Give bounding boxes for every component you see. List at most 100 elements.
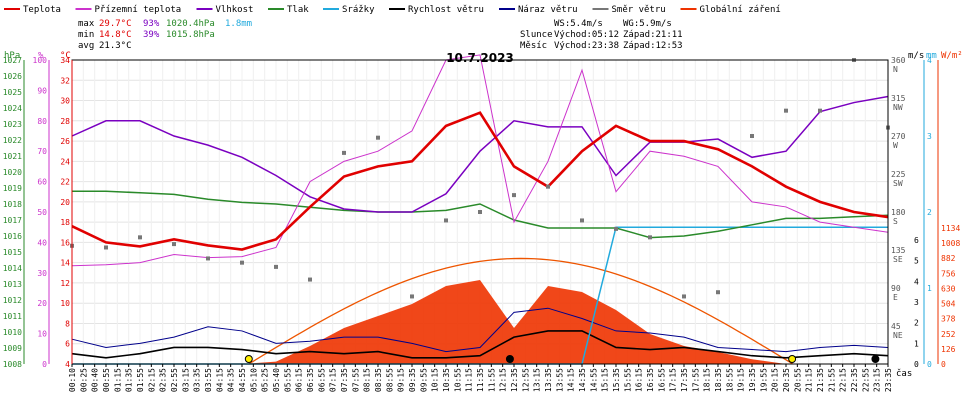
time-tick: 19:35 xyxy=(748,368,757,392)
rain-unit: mm xyxy=(926,51,937,61)
time-tick: 13:55 xyxy=(555,368,564,392)
time-tick: 20:15 xyxy=(771,368,780,392)
wind-tick: 0 xyxy=(914,360,919,369)
rain-tick: 2 xyxy=(927,208,932,217)
humidity-tick: 20 xyxy=(37,299,47,308)
time-tick: 18:55 xyxy=(725,368,734,392)
time-tick: 12:35 xyxy=(510,368,519,392)
humidity-tick: 60 xyxy=(37,178,47,187)
time-tick: 15:35 xyxy=(612,368,621,392)
temperature-tick: 24 xyxy=(60,157,70,166)
humidity-tick: 0 xyxy=(42,360,47,369)
direction-tick: 180 xyxy=(891,208,906,217)
time-tick: 02:35 xyxy=(159,368,168,392)
temperature-tick: 18 xyxy=(60,218,70,227)
wind-tick: 4 xyxy=(914,277,919,286)
pressure-tick: 1027 xyxy=(3,56,22,65)
wind-direction-point xyxy=(104,245,108,250)
direction-tick: 270 xyxy=(891,132,906,141)
direction-label: SE xyxy=(893,255,903,264)
humidity-tick: 10 xyxy=(37,330,47,339)
temperature-tick: 6 xyxy=(65,340,70,349)
temperature-tick: 28 xyxy=(60,117,70,126)
time-tick: 09:35 xyxy=(408,368,417,392)
time-tick: 00:40 xyxy=(91,368,100,392)
stats-min-label: min xyxy=(78,30,94,40)
time-tick: 13:35 xyxy=(544,368,553,392)
wind-direction-point xyxy=(410,294,414,299)
radiation-tick: 1008 xyxy=(941,239,960,248)
time-tick: 17:55 xyxy=(691,368,700,392)
time-tick: 05:55 xyxy=(283,368,292,392)
pressure-tick: 1026 xyxy=(3,72,22,81)
time-tick: 02:15 xyxy=(147,368,156,392)
time-tick: 22:15 xyxy=(839,368,848,392)
series-clear-sky xyxy=(248,257,794,365)
sunset-marker xyxy=(788,355,797,363)
rain-tick: 3 xyxy=(927,132,932,141)
moonrise-marker xyxy=(871,355,880,363)
time-tick: 07:55 xyxy=(351,368,360,392)
time-tick: 05:10 xyxy=(249,368,258,392)
time-tick: 12:55 xyxy=(521,368,530,392)
humidity-tick: 40 xyxy=(37,238,47,247)
stats-max-temp: 29.7°C xyxy=(99,19,132,29)
time-tick: 21:55 xyxy=(827,368,836,392)
time-tick: 21:15 xyxy=(805,368,814,392)
pressure-tick: 1022 xyxy=(3,136,22,145)
time-tick: 01:55 xyxy=(136,368,145,392)
pressure-tick: 1025 xyxy=(3,88,22,97)
time-tick: 11:35 xyxy=(476,368,485,392)
pressure-tick: 1020 xyxy=(3,168,22,177)
stats-max-press: 1020.4hPa xyxy=(166,19,215,29)
wind-direction-point xyxy=(682,294,686,299)
pressure-tick: 1014 xyxy=(3,264,22,273)
series-radiation xyxy=(72,280,888,364)
pressure-tick: 1008 xyxy=(3,360,22,369)
time-tick: 14:35 xyxy=(578,368,587,392)
time-tick: 12:15 xyxy=(499,368,508,392)
pressure-tick: 1018 xyxy=(3,200,22,209)
rain-tick: 1 xyxy=(927,284,932,293)
direction-label: SW xyxy=(893,179,903,188)
wind-direction-point xyxy=(648,235,652,240)
pressure-tick: 1024 xyxy=(3,104,22,113)
info-sun-label: Slunce xyxy=(520,30,553,40)
info-sun-rise: Východ:05:12 xyxy=(554,30,619,40)
wind-direction-point xyxy=(342,150,346,155)
humidity-tick: 70 xyxy=(37,147,47,156)
time-tick: 20:35 xyxy=(782,368,791,392)
wind-tick: 6 xyxy=(914,236,919,245)
time-tick: 18:15 xyxy=(703,368,712,392)
series-pressure xyxy=(72,190,889,239)
wind-direction-point xyxy=(274,264,278,269)
wind-direction-point xyxy=(716,290,720,295)
time-tick: 16:35 xyxy=(646,368,655,392)
temperature-tick: 4 xyxy=(65,360,70,369)
info-ws: WS:5.4m/s xyxy=(554,19,603,29)
pressure-tick: 1012 xyxy=(3,296,22,305)
wind-direction-point xyxy=(138,235,142,240)
time-tick: 00:55 xyxy=(102,368,111,392)
series-wind-gust xyxy=(71,307,889,353)
time-tick: 08:55 xyxy=(385,368,394,392)
direction-label: E xyxy=(893,293,898,302)
time-tick: 18:35 xyxy=(714,368,723,392)
temperature-tick: 34 xyxy=(60,56,70,65)
temperature-tick: 16 xyxy=(60,238,70,247)
time-tick: 13:15 xyxy=(533,368,542,392)
wind-direction-point xyxy=(308,277,312,282)
wind-direction-point xyxy=(206,256,210,261)
wind-unit: m/s xyxy=(908,51,924,61)
radiation-tick: 630 xyxy=(941,284,956,293)
radiation-tick: 504 xyxy=(941,300,956,309)
wind-direction-point xyxy=(512,193,516,198)
time-tick: 05:25 xyxy=(261,368,270,392)
stats-max-label: max xyxy=(78,19,95,29)
direction-tick: 225 xyxy=(891,170,906,179)
time-tick: 14:55 xyxy=(589,368,598,392)
wind-direction-point xyxy=(614,226,618,231)
temperature-tick: 22 xyxy=(60,178,70,187)
direction-tick: 90 xyxy=(891,284,901,293)
pressure-tick: 1015 xyxy=(3,248,22,257)
